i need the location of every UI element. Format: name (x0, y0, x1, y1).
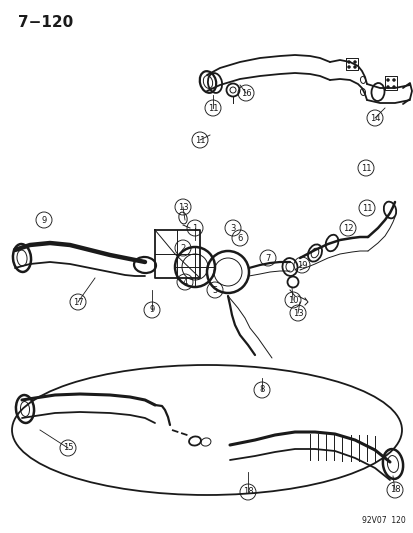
Text: 16: 16 (240, 88, 251, 98)
Text: 13: 13 (292, 309, 303, 318)
Circle shape (347, 66, 350, 69)
Circle shape (392, 78, 394, 82)
Text: 2: 2 (180, 244, 185, 253)
Text: 12: 12 (342, 223, 352, 232)
Text: 9: 9 (41, 215, 47, 224)
Circle shape (353, 66, 356, 69)
Text: 17: 17 (73, 297, 83, 306)
Text: 15: 15 (63, 443, 73, 453)
Text: 9: 9 (149, 305, 154, 314)
Text: 11: 11 (194, 135, 205, 144)
Text: 13: 13 (177, 203, 188, 212)
Text: 10: 10 (287, 295, 297, 304)
Text: 5: 5 (212, 286, 217, 295)
Circle shape (392, 85, 394, 88)
Text: 11: 11 (360, 164, 370, 173)
Text: 4: 4 (182, 278, 187, 287)
Text: 19: 19 (296, 261, 306, 270)
Text: 11: 11 (361, 204, 371, 213)
Text: 18: 18 (389, 486, 399, 495)
Text: 14: 14 (369, 114, 379, 123)
Text: 7−120: 7−120 (18, 15, 73, 30)
Text: 11: 11 (207, 103, 218, 112)
Circle shape (386, 78, 389, 82)
Text: 1: 1 (192, 223, 197, 232)
Text: 6: 6 (237, 233, 242, 243)
Text: 18: 18 (242, 488, 253, 497)
Text: 7: 7 (265, 254, 270, 262)
Text: 92V07  120: 92V07 120 (361, 516, 405, 525)
Text: 3: 3 (230, 223, 235, 232)
Text: 8: 8 (259, 385, 264, 394)
Circle shape (386, 85, 389, 88)
Circle shape (353, 61, 356, 63)
Circle shape (347, 61, 350, 63)
